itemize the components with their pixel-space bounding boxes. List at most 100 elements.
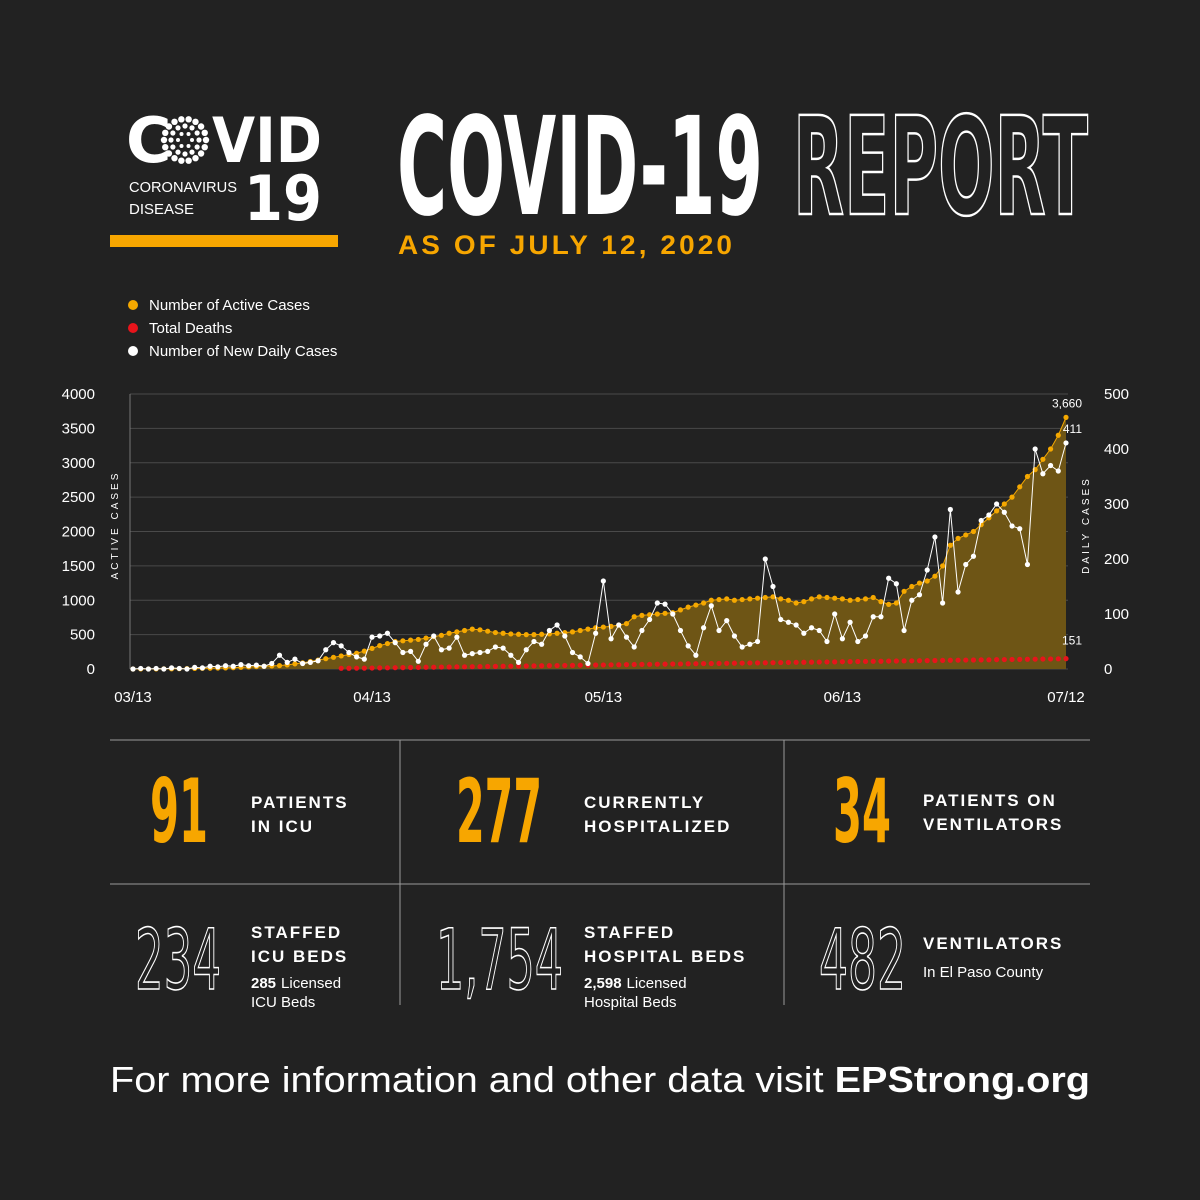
point (546, 663, 552, 669)
point (515, 631, 522, 637)
point (1032, 656, 1038, 662)
point (878, 599, 884, 605)
point (693, 602, 699, 608)
point (785, 597, 792, 603)
point (477, 649, 483, 656)
point (808, 659, 815, 665)
point (793, 659, 799, 665)
y-tick-label: 4000 (62, 386, 95, 403)
stat-sub-bold: 285 (251, 975, 276, 992)
point (778, 616, 784, 623)
footer-link: EPStrong.org (835, 1059, 1090, 1100)
point (276, 652, 283, 658)
point (716, 596, 722, 603)
point (608, 636, 614, 642)
point (824, 638, 830, 645)
point (562, 662, 568, 669)
point (477, 627, 483, 633)
point (593, 662, 599, 668)
point (192, 664, 198, 670)
point (377, 665, 383, 671)
logo-number: 19 (244, 162, 322, 235)
point (469, 651, 475, 657)
point (438, 632, 445, 638)
point (677, 627, 684, 634)
point (600, 662, 606, 668)
point (307, 659, 313, 666)
point (955, 589, 961, 595)
point (284, 659, 290, 666)
point (847, 619, 853, 625)
stat-label: CURRENTLY (584, 793, 705, 812)
point (315, 658, 321, 664)
logo-dot (186, 131, 191, 136)
point (639, 661, 645, 667)
point (994, 501, 1000, 507)
point (1017, 526, 1023, 532)
point (654, 661, 660, 667)
point (832, 595, 838, 601)
point (199, 665, 205, 671)
point (909, 658, 915, 664)
stat-sub: ICU Beds (251, 994, 315, 1011)
area (133, 417, 1066, 669)
point (361, 665, 367, 671)
logo-dot (165, 150, 173, 157)
point (577, 654, 583, 660)
logo-line1: CORONAVIRUS (129, 179, 237, 196)
logo-dot (185, 157, 192, 164)
title-outline: REPORT (793, 89, 1088, 247)
point (276, 662, 283, 669)
logo-dot (197, 123, 205, 130)
point (1040, 471, 1046, 477)
point (492, 629, 499, 636)
point (816, 627, 822, 634)
subtitle: AS OF JULY 12, 2020 (398, 230, 735, 260)
point (963, 561, 969, 568)
point (970, 657, 977, 663)
point (1024, 473, 1031, 480)
logo-dot (178, 157, 185, 164)
point (585, 660, 591, 667)
point (955, 657, 961, 663)
point (724, 660, 730, 666)
logo-dot (175, 149, 181, 155)
x-tick-label: 03/13 (114, 689, 152, 706)
x-tick-label: 06/13 (824, 689, 862, 706)
y-tick-label: 1500 (62, 558, 95, 575)
logo-dot (171, 118, 178, 126)
point (431, 664, 437, 670)
point (515, 659, 522, 666)
point (824, 659, 830, 665)
point (639, 612, 645, 618)
logo-ring (160, 116, 210, 164)
point (731, 597, 738, 603)
point (300, 660, 306, 667)
logo-dot (201, 129, 208, 137)
x-tick-label: 04/13 (353, 689, 391, 706)
point (338, 653, 344, 659)
stat-sub: Hospital Beds (584, 994, 677, 1011)
point (492, 644, 499, 650)
point (500, 630, 506, 636)
logo-dot (190, 138, 194, 142)
y-tick-label: 500 (70, 627, 95, 644)
point (492, 663, 499, 669)
logo-dot (192, 118, 199, 126)
point (1055, 432, 1061, 438)
point (1001, 501, 1007, 507)
point (986, 657, 992, 663)
logo-dot (186, 144, 191, 149)
point (662, 601, 668, 607)
point (685, 661, 691, 667)
point (246, 663, 252, 669)
point (685, 643, 691, 649)
point (1063, 656, 1069, 662)
title: COVID-19 (397, 89, 763, 247)
point (940, 657, 946, 664)
point (400, 649, 406, 656)
point (731, 633, 738, 639)
point (423, 641, 429, 647)
point (901, 588, 907, 594)
